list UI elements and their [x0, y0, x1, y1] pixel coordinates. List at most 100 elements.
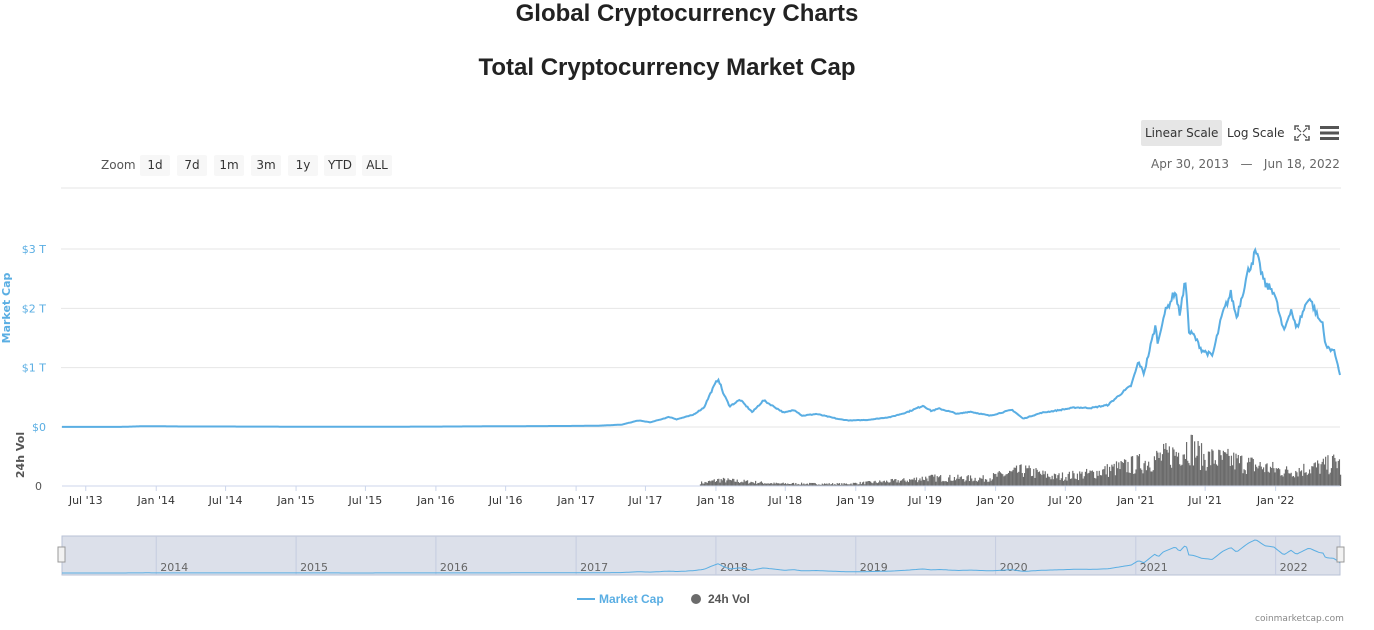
volume-bar — [1298, 467, 1300, 486]
volume-bar — [868, 481, 870, 486]
volume-bar — [1168, 446, 1170, 486]
volume-bar — [1303, 463, 1305, 486]
volume-bar — [1103, 469, 1105, 486]
volume-bar — [1317, 460, 1319, 486]
volume-bar — [930, 474, 933, 486]
volume-bar — [1071, 478, 1073, 486]
zoom-1d-button[interactable]: 1d — [140, 155, 170, 176]
linear-scale-button[interactable]: Linear Scale — [1141, 120, 1223, 146]
zoom-ytd-button[interactable]: YTD — [324, 155, 356, 176]
volume-bar — [1191, 434, 1193, 486]
volume-bar — [917, 482, 919, 486]
volume-bar — [1197, 441, 1199, 486]
log-scale-button[interactable]: Log Scale — [1227, 126, 1285, 140]
navigator-range-mask[interactable] — [61, 535, 1341, 576]
volume-bar — [934, 474, 936, 486]
volume-bar — [963, 479, 965, 486]
volume-bar — [1136, 455, 1138, 486]
volume-bar — [827, 484, 829, 486]
zoom-3m-button[interactable]: 3m — [251, 155, 281, 176]
volume-bar — [1122, 462, 1124, 486]
volume-bar — [1183, 454, 1185, 486]
volume-bar — [1135, 469, 1137, 486]
volume-bar — [913, 477, 915, 486]
volume-bar — [773, 482, 775, 486]
credit-link[interactable]: coinmarketcap.com — [1255, 614, 1344, 624]
volume-bar — [804, 484, 806, 486]
volume-bar — [941, 481, 943, 486]
volume-bar — [1080, 473, 1082, 486]
range-from-input[interactable]: Apr 30, 2013 — [1151, 157, 1230, 171]
volume-bar — [1031, 475, 1034, 486]
volume-bar — [1045, 477, 1047, 486]
volume-bar — [945, 481, 947, 486]
volume-bar — [863, 481, 865, 486]
x-tick-label: Jan '14 — [136, 494, 174, 507]
volume-bar — [1040, 473, 1042, 486]
volume-bar — [1128, 472, 1130, 486]
volume-bar — [812, 482, 814, 486]
volume-bar — [1211, 449, 1213, 486]
volume-bar — [1079, 471, 1081, 486]
volume-bar — [1307, 473, 1310, 486]
volume-bar — [1177, 452, 1180, 486]
hamburger-menu-icon[interactable] — [1320, 125, 1339, 141]
volume-bar — [848, 484, 850, 486]
volume-bar — [989, 478, 991, 486]
volume-bar — [797, 483, 799, 486]
volume-bar — [1296, 472, 1298, 486]
volume-bar — [1028, 465, 1030, 486]
volume-bar — [1131, 456, 1134, 486]
volume-bar — [740, 482, 742, 486]
volume-bar — [976, 481, 979, 486]
volume-bar — [1127, 461, 1129, 486]
volume-bar — [967, 475, 969, 486]
volume-bar — [725, 482, 727, 486]
navigator-right-handle[interactable] — [1336, 546, 1345, 563]
volume-bar — [830, 484, 833, 486]
volume-bar — [964, 481, 966, 486]
fullscreen-icon[interactable] — [1294, 125, 1310, 141]
volume-bar — [1276, 468, 1278, 486]
volume-bar — [806, 483, 808, 486]
zoom-all-button[interactable]: ALL — [362, 155, 392, 176]
x-tick-label: Jul '18 — [767, 494, 802, 507]
volume-bar — [1157, 452, 1159, 486]
volume-bar — [943, 481, 945, 486]
zoom-7d-button[interactable]: 7d — [177, 155, 207, 176]
volume-bar — [1115, 461, 1118, 486]
volume-bar — [783, 483, 785, 486]
volume-bar — [720, 479, 722, 486]
volume-bar — [957, 474, 959, 486]
volume-bar — [1208, 451, 1211, 486]
volume-bar — [768, 483, 771, 486]
volume-bar — [898, 482, 900, 486]
volume-bar — [1300, 470, 1303, 486]
volume-bar — [1106, 464, 1108, 486]
volume-bar — [833, 484, 835, 486]
volume-bar — [775, 482, 777, 486]
legend-volume-symbol — [691, 594, 701, 604]
volume-bar — [1189, 465, 1191, 486]
volume-bar — [949, 474, 951, 486]
navigator-left-handle[interactable] — [57, 546, 66, 563]
volume-bar — [1058, 473, 1060, 486]
volume-bar — [718, 478, 720, 486]
volume-bar — [845, 483, 848, 486]
zoom-1m-button[interactable]: 1m — [214, 155, 244, 176]
volume-bar — [866, 481, 868, 486]
volume-bar — [971, 478, 973, 486]
volume-bar — [1207, 451, 1210, 486]
volume-bar — [820, 484, 822, 486]
zoom-1y-button[interactable]: 1y — [288, 155, 318, 176]
navigator[interactable]: 2014 2015 2016 2017 2018 2019 2020 2021 2022 — [57, 535, 1345, 576]
volume-bar — [1063, 480, 1065, 486]
volume-bar — [867, 480, 869, 486]
volume-bar — [936, 476, 938, 486]
volume-bar — [1052, 479, 1054, 486]
volume-bar — [769, 483, 772, 486]
volume-bar — [881, 482, 883, 486]
range-to-input[interactable]: Jun 18, 2022 — [1263, 157, 1340, 171]
volume-bar — [1210, 465, 1212, 486]
volume-bar — [1123, 459, 1126, 486]
